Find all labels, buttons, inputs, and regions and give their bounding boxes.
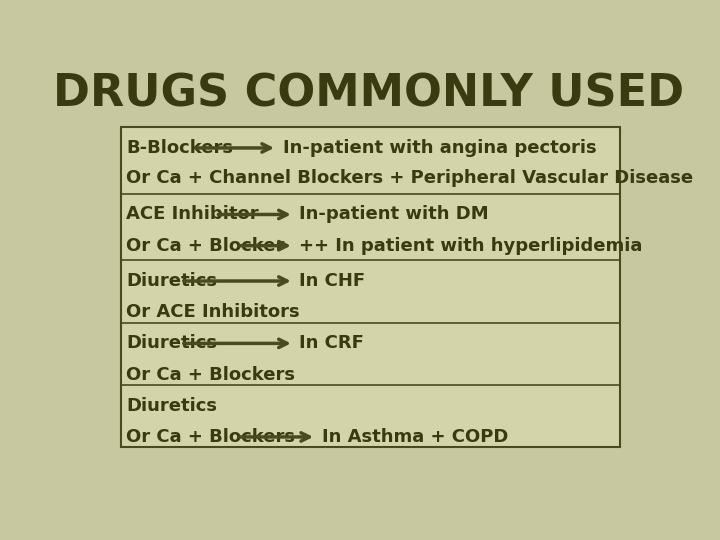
Text: Or Ca + Channel Blockers + Peripheral Vascular Disease: Or Ca + Channel Blockers + Peripheral Va… xyxy=(126,169,693,187)
Text: Diuretics: Diuretics xyxy=(126,272,217,290)
Text: ++ In patient with hyperlipidemia: ++ In patient with hyperlipidemia xyxy=(300,237,643,255)
Text: Or Ca + Blocker: Or Ca + Blocker xyxy=(126,237,284,255)
Text: Diuretics: Diuretics xyxy=(126,397,217,415)
Text: DRUGS COMMONLY USED: DRUGS COMMONLY USED xyxy=(53,72,685,116)
Text: In-patient with angina pectoris: In-patient with angina pectoris xyxy=(282,139,596,157)
Text: Or Ca + Blockers: Or Ca + Blockers xyxy=(126,366,295,383)
Text: Or Ca + Blockers: Or Ca + Blockers xyxy=(126,428,295,446)
Text: In-patient with DM: In-patient with DM xyxy=(300,206,489,224)
FancyBboxPatch shape xyxy=(121,127,620,447)
Text: ACE Inhibitor: ACE Inhibitor xyxy=(126,206,259,224)
Text: Or ACE Inhibitors: Or ACE Inhibitors xyxy=(126,303,300,321)
Text: In Asthma + COPD: In Asthma + COPD xyxy=(322,428,508,446)
Text: In CRF: In CRF xyxy=(300,334,364,353)
Text: Diuretics: Diuretics xyxy=(126,334,217,353)
Text: B-Blockers: B-Blockers xyxy=(126,139,233,157)
Text: In CHF: In CHF xyxy=(300,272,365,290)
